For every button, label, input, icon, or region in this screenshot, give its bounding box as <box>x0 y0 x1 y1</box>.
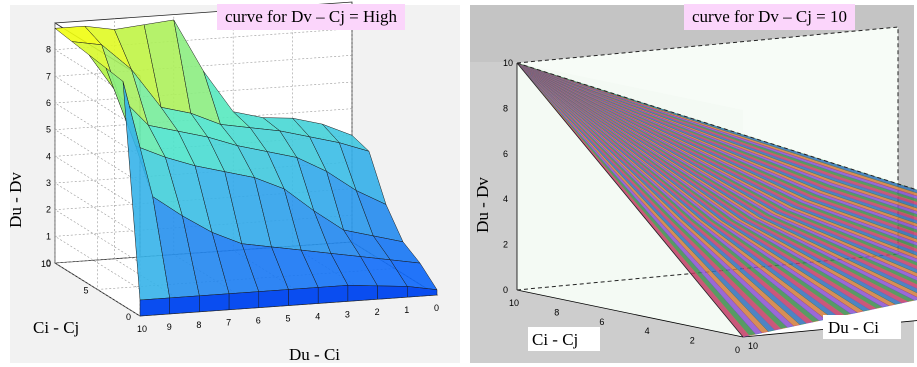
x-tick-label: 10 <box>137 324 147 334</box>
y-tick-label: 10 <box>41 259 51 269</box>
y-tick-label: 5 <box>84 286 89 296</box>
z-tick-label: 1 <box>46 231 51 241</box>
surface-skirt <box>317 285 349 304</box>
surface-skirt <box>199 293 230 313</box>
z-tick-label: 4 <box>46 151 51 161</box>
y-tick-label: 8 <box>554 307 559 317</box>
x-tick-label: 0 <box>434 303 439 313</box>
x-axis-label: Du - Ci <box>289 345 340 364</box>
z-tick-label: 6 <box>503 149 508 159</box>
x-axis-label-bg <box>823 315 901 339</box>
z-tick-label: 10 <box>503 58 513 68</box>
surface-skirt <box>407 286 438 298</box>
surface-skirt <box>169 295 200 315</box>
x-tick-label: 4 <box>315 311 320 321</box>
right-chart-title: curve for Dv – Cj = 10 <box>684 4 856 30</box>
y-axis-label: Ci - Cj <box>532 330 578 349</box>
z-axis-label: Du - Dv <box>6 172 25 228</box>
y-axis-label-bg <box>528 327 600 351</box>
y-tick-label: 4 <box>645 326 650 336</box>
box-edge <box>516 26 899 254</box>
y-axis-label: Ci - Cj <box>33 318 79 337</box>
x-tick-label: 10 <box>748 341 758 351</box>
surface-skirt <box>347 285 378 302</box>
left-chart-title: curve for Dv – Cj = High <box>217 4 406 30</box>
surface-skirt <box>139 297 170 317</box>
x-axis-label: Du - Ci <box>828 318 879 337</box>
x-tick-label: 3 <box>345 309 350 319</box>
z-tick-label: 2 <box>503 240 508 250</box>
grid-line <box>54 23 353 264</box>
z-tick-label: 0 <box>46 258 51 268</box>
y-tick-label: 6 <box>599 317 604 327</box>
x-tick-label: 5 <box>286 314 291 324</box>
surface-skirt <box>377 285 408 300</box>
z-tick-label: 3 <box>46 178 51 188</box>
y-tick-label: 10 <box>509 298 519 308</box>
x-axis-line <box>742 320 917 338</box>
x-tick-label: 1 <box>404 305 409 315</box>
z-tick-label: 2 <box>46 205 51 215</box>
surface-strip <box>516 62 917 194</box>
z-tick-label: 5 <box>46 125 51 135</box>
y-axis-line <box>516 289 744 338</box>
z-tick-label: 0 <box>503 285 508 295</box>
y-tick-label: 2 <box>690 336 695 346</box>
x-tick-label: 8 <box>196 320 201 330</box>
surface-skirt <box>288 287 319 306</box>
x-tick-label: 2 <box>375 307 380 317</box>
grid-line <box>97 49 395 290</box>
z-tick-label: 8 <box>46 45 51 55</box>
surface-edge <box>516 62 744 338</box>
surface-diagonal <box>516 62 917 191</box>
surface-skirt <box>228 291 260 310</box>
left-chart-panel: 0 1 2 3 4 5 6 7 8 10 9 8 7 6 5 4 3 2 1 0 10 5 0 Du - Dv Ci - Cj D… <box>6 1 460 364</box>
x-tick-label: 7 <box>226 318 231 328</box>
x-tick-label: 9 <box>167 322 172 332</box>
z-tick-label: 4 <box>503 194 508 204</box>
y-tick-label: 0 <box>735 345 740 355</box>
surface-skirt <box>258 289 289 308</box>
z-tick-label: 7 <box>46 71 51 81</box>
y-tick-label: 0 <box>126 312 131 322</box>
z-axis-label: Du - Dv <box>473 177 492 233</box>
z-tick-label: 6 <box>46 98 51 108</box>
x-tick-label: 6 <box>256 316 261 326</box>
z-tick-label: 8 <box>503 103 508 113</box>
